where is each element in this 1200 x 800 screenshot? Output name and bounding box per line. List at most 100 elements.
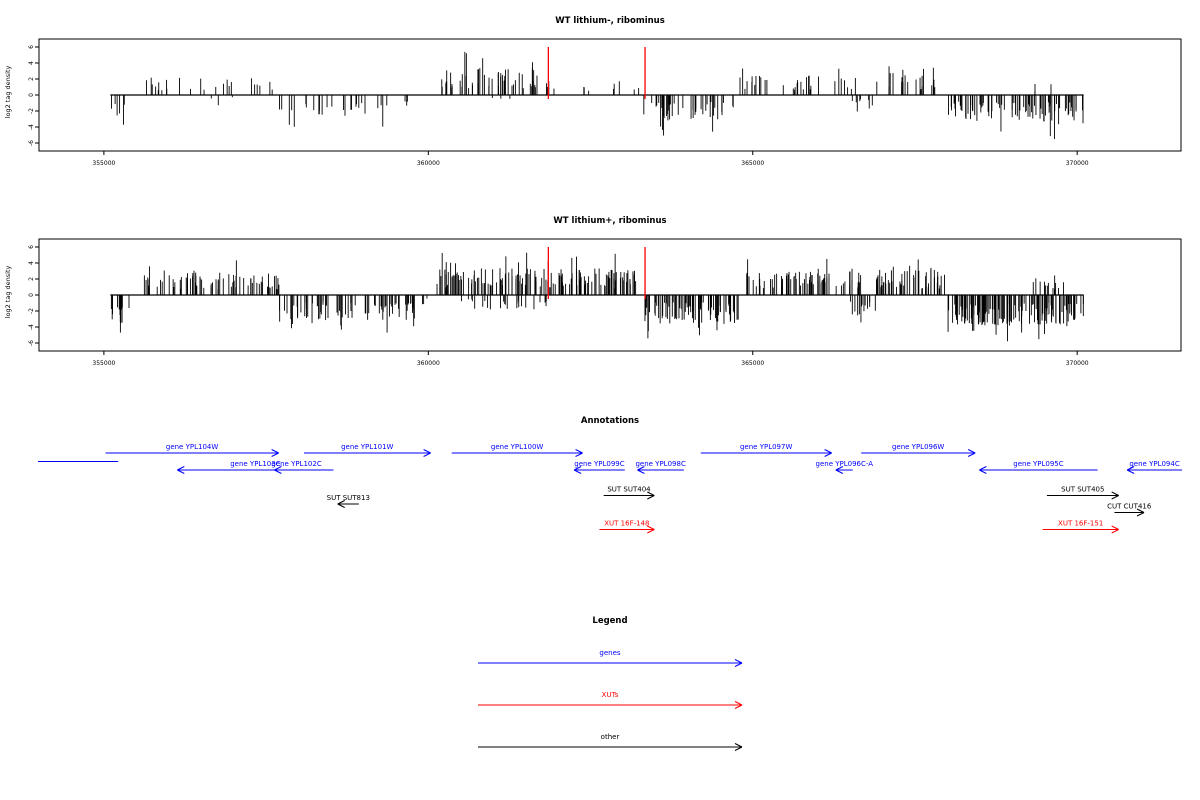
legend-item-label: other [601, 733, 620, 741]
arrow-head [573, 469, 582, 474]
feature-label: gene YPL094C [1129, 460, 1179, 468]
panel-title: WT lithium-, ribominus [555, 16, 665, 26]
arrow-head [734, 662, 743, 667]
y-tick-label: -2 [28, 108, 35, 114]
y-axis-label: log2 tag density [4, 266, 12, 319]
arrow-head [835, 469, 844, 474]
legend-item-label: XUTs [602, 691, 619, 699]
arrow-head [575, 449, 583, 454]
arrow-head [177, 469, 185, 474]
y-tick-label: 0 [28, 293, 35, 297]
arrow-head [979, 469, 987, 474]
feature-annotation: gene YPL101W [303, 443, 431, 457]
y-tick-label: -4 [28, 124, 35, 130]
arrow-head [575, 452, 583, 457]
feature-label: gene YPL099C [574, 460, 624, 468]
feature-label: SUT SUT404 [607, 486, 651, 494]
y-tick-label: 6 [28, 45, 35, 49]
y-tick-label: 2 [28, 77, 35, 81]
arrow-head [734, 746, 743, 751]
arrow-head [734, 743, 743, 748]
arrow-head [734, 704, 743, 709]
arrow-head [1111, 491, 1119, 496]
feature-label: gene YPL100W [491, 443, 543, 451]
arrow-head [271, 449, 279, 454]
legend-item: genes [478, 649, 743, 667]
arrow-head [734, 701, 743, 706]
arrow-head [824, 452, 832, 457]
y-tick-label: -6 [28, 140, 35, 146]
feature-label: gene YPL098C [635, 460, 685, 468]
arrow-head [271, 452, 279, 457]
panel-wt-lithium-minus: WT lithium-, ribominus log2 tag density … [4, 16, 1182, 167]
arrow-head [647, 495, 655, 500]
arrow-head [979, 466, 987, 471]
feature-annotation: gene YPL096W [861, 443, 976, 457]
arrow-head [647, 525, 655, 530]
feature-label: XUT 16F-151 [1058, 520, 1103, 528]
arrow-head [274, 466, 282, 471]
arrow-head [1111, 529, 1119, 534]
feature-annotation: gene YPL098C [635, 460, 686, 474]
legend-item: other [478, 733, 743, 751]
arrow-head [423, 449, 431, 454]
feature-label: CUT CUT416 [1107, 503, 1152, 511]
feature-annotation: gene YPL100W [451, 443, 583, 457]
arrow-head [177, 466, 185, 471]
feature-label: SUT SUT813 [327, 494, 370, 502]
y-tick-label: 4 [28, 261, 35, 265]
arrow-head [337, 503, 345, 508]
feature-annotation: gene YPL097W [700, 443, 832, 457]
arrow-head [1111, 495, 1119, 500]
y-tick-label: 0 [28, 93, 35, 97]
feature-label: gene YPL096C-A [816, 460, 874, 468]
arrow-head [1126, 469, 1135, 474]
feature-label: gene YPL095C [1013, 460, 1063, 468]
legend-item: XUTs [478, 691, 743, 709]
x-tick-label: 365000 [741, 160, 764, 167]
y-tick-label: -2 [28, 308, 35, 314]
feature-label: gene YPL104W [166, 443, 218, 451]
arrow-head [647, 529, 655, 534]
feature-label: gene YPL102C [271, 460, 321, 468]
arrow-head [967, 452, 976, 457]
feature-annotation: SUT SUT405 [1046, 486, 1119, 500]
panel-wt-lithium-plus: WT lithium+, ribominus log2 tag density … [4, 216, 1182, 367]
feature-label: SUT SUT405 [1061, 486, 1104, 494]
arrow-head [637, 466, 645, 471]
feature-annotation: gene YPL095C [979, 460, 1098, 474]
feature-label: gene YPL103C [230, 460, 280, 468]
feature-annotation: gene YPL096C-A [816, 460, 874, 474]
x-tick-label: 370000 [1066, 360, 1089, 367]
arrow-head [573, 466, 582, 471]
arrow-head [647, 491, 655, 496]
y-tick-label: -4 [28, 324, 35, 330]
arrow-head [835, 466, 844, 471]
y-tick-label: 2 [28, 277, 35, 281]
y-tick-label: 6 [28, 245, 35, 249]
feature-annotation: XUT 16F-151 [1042, 520, 1119, 534]
legend: Legend genes XUTs other [478, 616, 743, 751]
feature-annotation: XUT 16F-148 [599, 520, 655, 534]
y-tick-label: -6 [28, 340, 35, 346]
feature-annotation: gene YPL104W [105, 443, 279, 457]
x-tick-label: 355000 [92, 160, 115, 167]
arrow-head [637, 469, 645, 474]
x-tick-label: 370000 [1066, 160, 1089, 167]
legend-item-label: genes [599, 649, 620, 657]
feature-annotation: SUT SUT404 [603, 486, 655, 500]
arrow-head [423, 452, 431, 457]
x-tick-label: 355000 [92, 360, 115, 367]
feature-annotation: gene YPL099C [573, 460, 625, 474]
legend-title: Legend [592, 616, 627, 626]
arrow-head [734, 659, 743, 664]
feature-label: gene YPL101W [341, 443, 393, 451]
y-axis-label: log2 tag density [4, 66, 12, 119]
arrow-head [1111, 525, 1119, 530]
x-tick-label: 360000 [417, 160, 440, 167]
feature-annotation: SUT SUT813 [327, 494, 370, 508]
feature-label: gene YPL096W [892, 443, 944, 451]
coverage-bars [111, 51, 1084, 140]
